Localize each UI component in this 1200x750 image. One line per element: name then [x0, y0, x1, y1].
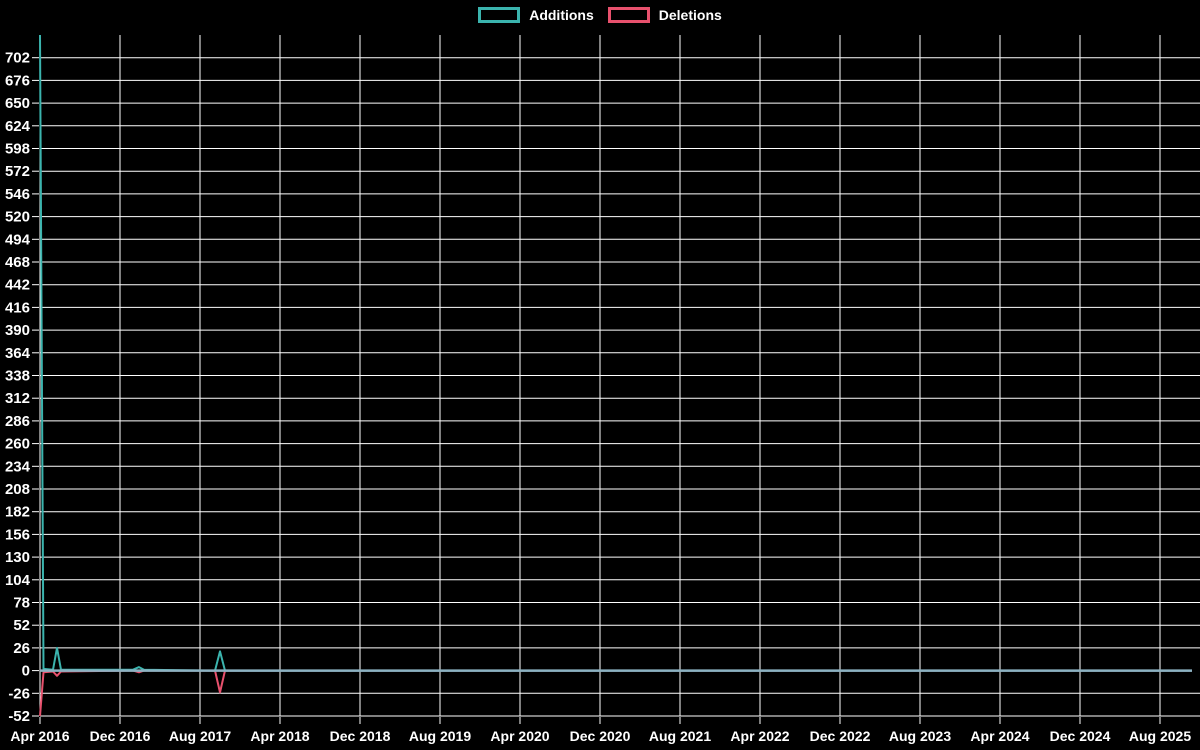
y-tick-label: 182	[5, 504, 30, 521]
x-tick-label: Dec 2024	[1050, 728, 1111, 744]
y-tick-label: 338	[5, 368, 30, 385]
y-tick-label: 208	[5, 481, 30, 498]
x-tick-label: Apr 2018	[250, 728, 309, 744]
y-tick-label: 78	[13, 595, 30, 612]
y-tick-label: 364	[5, 345, 31, 362]
y-tick-label: 494	[5, 231, 31, 248]
y-tick-label: 416	[5, 299, 30, 316]
y-tick-label: 546	[5, 186, 30, 203]
y-tick-label: 598	[5, 141, 30, 158]
x-tick-label: Apr 2016	[10, 728, 69, 744]
y-tick-label: 130	[5, 549, 30, 566]
y-tick-label: 650	[5, 95, 30, 112]
x-tick-label: Apr 2022	[730, 728, 789, 744]
y-tick-label: 0	[22, 663, 30, 680]
y-tick-label: 468	[5, 254, 30, 271]
x-tick-label: Dec 2016	[90, 728, 151, 744]
x-tick-label: Aug 2023	[889, 728, 951, 744]
y-tick-label: 520	[5, 209, 30, 226]
y-tick-label: 312	[5, 390, 30, 407]
y-tick-label: -52	[8, 708, 30, 725]
y-tick-label: 702	[5, 50, 30, 67]
x-tick-label: Dec 2018	[330, 728, 391, 744]
legend-item-deletions[interactable]: Deletions	[607, 7, 722, 23]
additions-swatch	[478, 7, 521, 23]
x-tick-label: Aug 2025	[1129, 728, 1191, 744]
legend-label-deletions: Deletions	[658, 7, 722, 23]
y-tick-label: 572	[5, 163, 30, 180]
x-tick-label: Dec 2022	[810, 728, 871, 744]
y-tick-label: 676	[5, 72, 30, 89]
y-tick-label: 52	[13, 617, 30, 634]
x-tick-label: Apr 2020	[490, 728, 549, 744]
y-tick-label: 390	[5, 322, 30, 339]
y-tick-label: 624	[5, 118, 31, 135]
x-tick-label: Apr 2024	[970, 728, 1029, 744]
y-tick-label: -26	[8, 685, 30, 702]
x-tick-label: Dec 2020	[570, 728, 631, 744]
y-tick-label: 286	[5, 413, 30, 430]
y-tick-label: 260	[5, 436, 30, 453]
deletions-swatch	[607, 7, 650, 23]
x-tick-label: Aug 2017	[169, 728, 231, 744]
y-tick-label: 442	[5, 277, 30, 294]
y-tick-label: 156	[5, 526, 30, 543]
legend-label-additions: Additions	[529, 7, 594, 23]
y-tick-label: 234	[5, 458, 31, 475]
x-tick-label: Aug 2021	[649, 728, 711, 744]
y-tick-label: 104	[5, 572, 31, 589]
legend-item-additions[interactable]: Additions	[478, 7, 594, 23]
chart-legend: Additions Deletions	[0, 7, 1200, 23]
y-tick-label: 26	[13, 640, 30, 657]
x-tick-label: Aug 2019	[409, 728, 471, 744]
